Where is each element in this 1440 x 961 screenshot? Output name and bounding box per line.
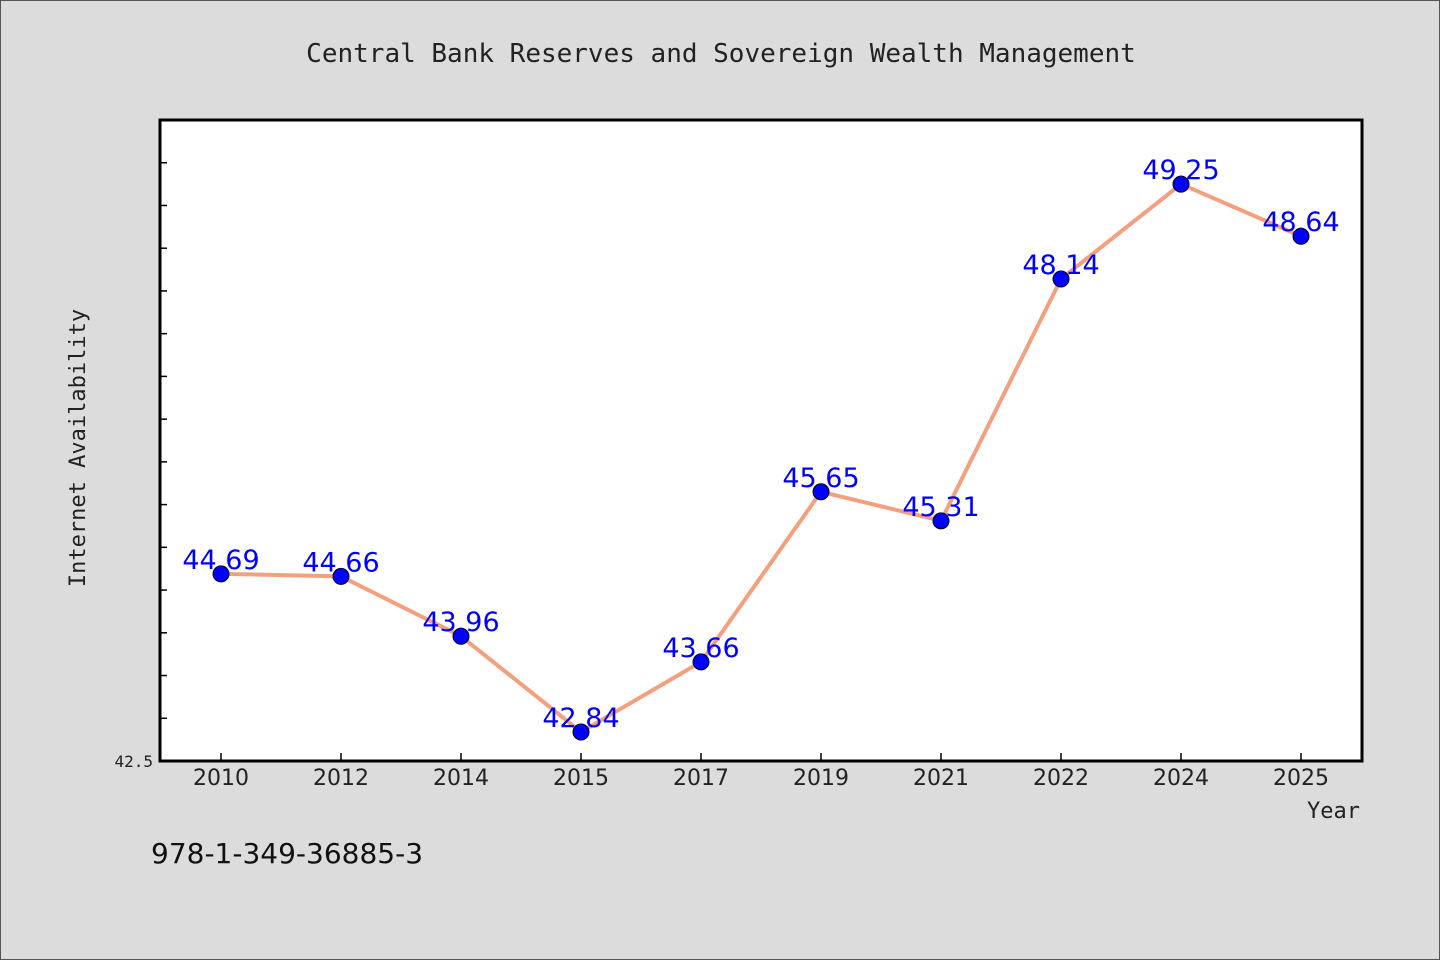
series-line xyxy=(219,182,1303,734)
data-label: 43.66 xyxy=(662,633,739,664)
x-tick-label: 2021 xyxy=(913,766,969,791)
data-point-marker xyxy=(1292,227,1310,245)
y-axis-ticks: 42.5 xyxy=(114,161,167,771)
x-tick-label: 2010 xyxy=(193,766,249,791)
x-tick-label: 2015 xyxy=(553,766,609,791)
data-label: 42.84 xyxy=(542,703,619,734)
data-point-marker xyxy=(1172,175,1190,193)
data-point-marker xyxy=(812,483,830,501)
x-tick-label: 2017 xyxy=(673,766,729,791)
data-label: 43.96 xyxy=(422,607,499,638)
data-label: 48.64 xyxy=(1262,207,1339,238)
data-point-marker xyxy=(692,653,710,671)
y-tick-label: 42.5 xyxy=(114,752,153,771)
data-point-marker xyxy=(212,565,230,583)
series-layer: 44.69 44.66 43.96 42.84 43.66 45.65 45.31 48.14… xyxy=(182,155,1340,741)
data-label: 45.65 xyxy=(782,463,859,494)
data-label: 45.31 xyxy=(902,492,979,523)
x-tick-label: 2024 xyxy=(1153,766,1209,791)
x-axis-ticks: 2010 2012 2014 2015 2017 2019 2021 2022 2024 2025 xyxy=(193,753,1329,791)
data-point-marker xyxy=(332,567,350,585)
data-label: 49.25 xyxy=(1142,155,1219,186)
data-point-marker xyxy=(1052,270,1070,288)
x-tick-label: 2019 xyxy=(793,766,849,791)
plot-area xyxy=(158,118,1364,763)
data-label: 48.14 xyxy=(1022,250,1099,281)
data-label: 44.69 xyxy=(182,545,259,576)
data-point-marker xyxy=(572,723,590,741)
chart-title: Central Bank Reserves and Sovereign Weal… xyxy=(306,39,1136,69)
x-tick-label: 2014 xyxy=(433,766,489,791)
data-point-marker xyxy=(452,627,470,645)
data-point-marker xyxy=(932,512,950,530)
y-axis-label: Internet Availability xyxy=(66,309,91,587)
x-tick-label: 2022 xyxy=(1033,766,1089,791)
x-tick-label: 2025 xyxy=(1273,766,1329,791)
x-tick-label: 2012 xyxy=(313,766,369,791)
footer-isbn-text: 978-1-349-36885-3 xyxy=(151,837,423,870)
data-label: 44.66 xyxy=(302,547,379,578)
x-axis-label: Year xyxy=(1307,799,1360,824)
